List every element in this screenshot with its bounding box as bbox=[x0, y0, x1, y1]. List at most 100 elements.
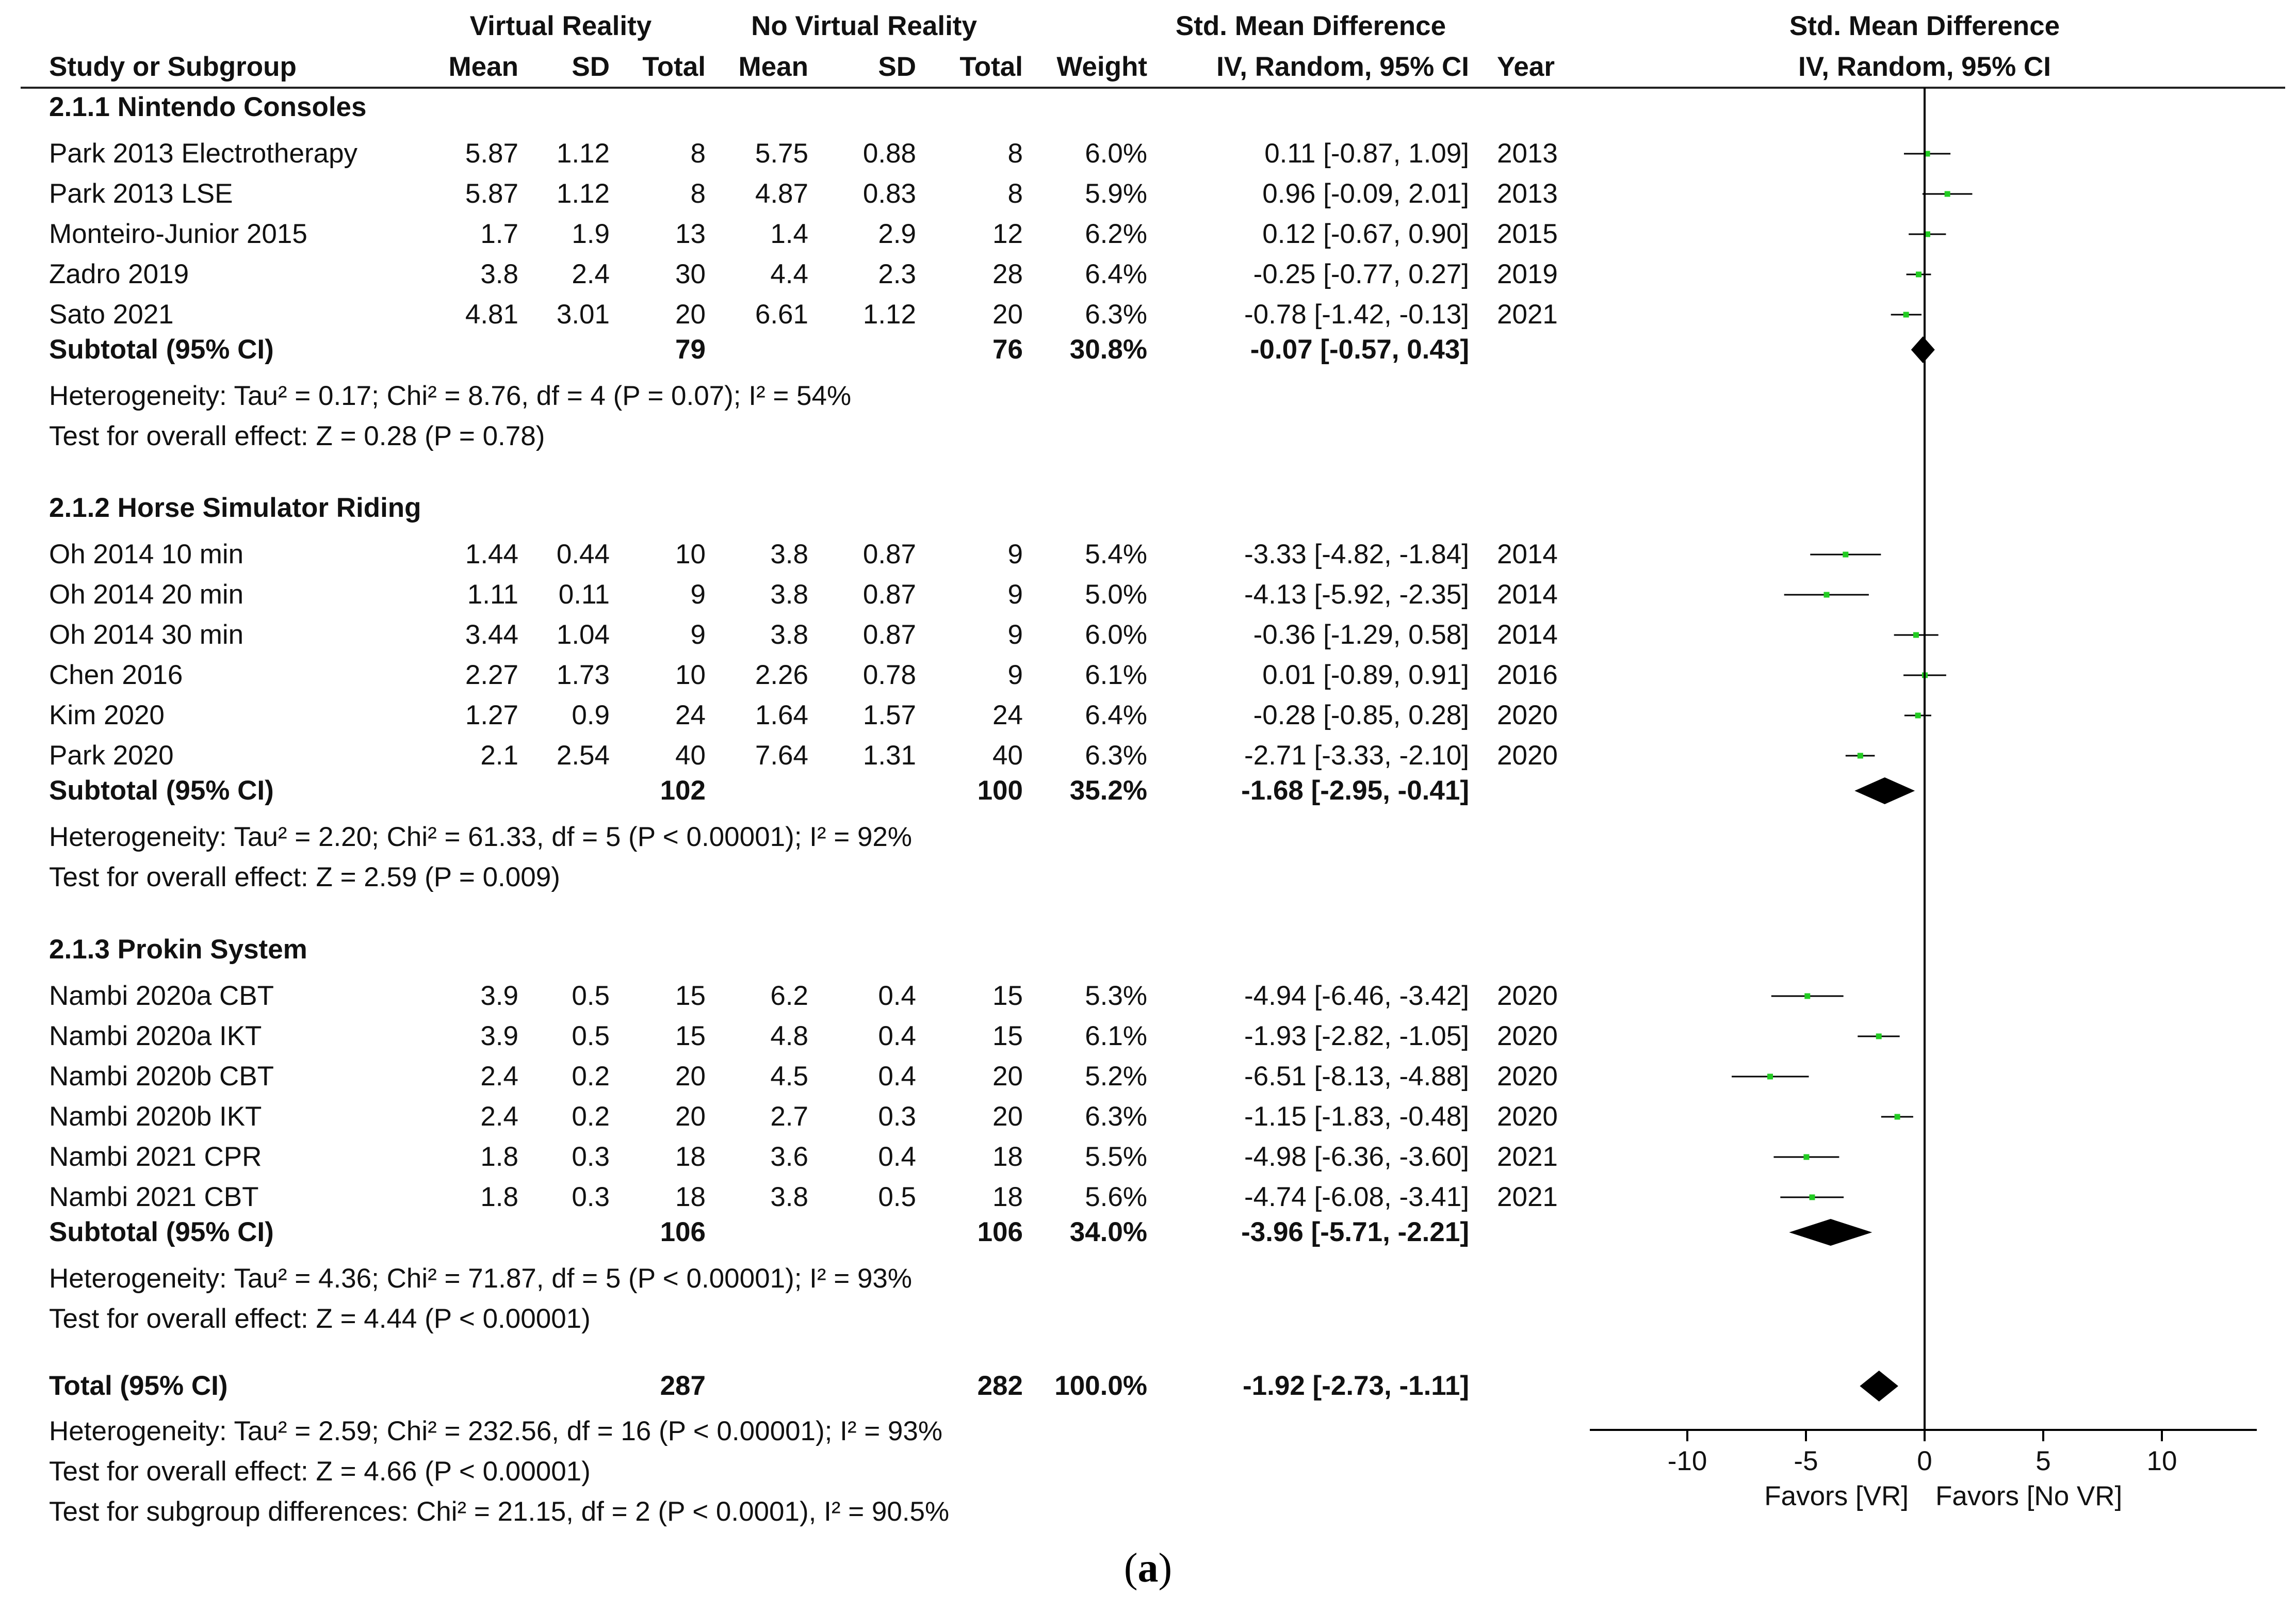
study-total-vr: 8 bbox=[691, 138, 706, 169]
study-mean-novr: 4.87 bbox=[755, 178, 808, 209]
study-year: 2021 bbox=[1497, 1182, 1558, 1212]
study-name: Sato 2021 bbox=[49, 299, 174, 330]
study-sd-vr: 0.44 bbox=[557, 539, 610, 569]
study-total-novr: 15 bbox=[992, 981, 1023, 1011]
header-plot-std-mean-difference: Std. Mean Difference bbox=[1789, 11, 2060, 41]
study-total-novr: 18 bbox=[992, 1142, 1023, 1172]
study-total-vr: 24 bbox=[675, 700, 706, 730]
study-weight: 6.2% bbox=[1085, 219, 1147, 249]
caption-letter: a bbox=[1137, 1545, 1159, 1591]
subtotal-ci: -1.68 [-2.95, -0.41] bbox=[1241, 775, 1469, 806]
point-estimate bbox=[1924, 151, 1930, 157]
subtotal-weight: 30.8% bbox=[1070, 334, 1147, 365]
subtotal-label: Subtotal (95% CI) bbox=[49, 1217, 274, 1247]
study-mean-novr: 6.61 bbox=[755, 299, 808, 330]
study-sd-novr: 1.12 bbox=[863, 299, 916, 330]
study-name: Nambi 2021 CBT bbox=[49, 1182, 259, 1212]
study-mean-vr: 5.87 bbox=[465, 138, 518, 169]
study-mean-novr: 3.8 bbox=[770, 579, 808, 610]
study-year: 2014 bbox=[1497, 539, 1558, 569]
study-total-vr: 18 bbox=[675, 1142, 706, 1172]
subtotal-weight: 34.0% bbox=[1070, 1217, 1147, 1247]
study-mean-vr: 1.8 bbox=[480, 1182, 518, 1212]
study-weight: 5.3% bbox=[1085, 981, 1147, 1011]
subtotal-total-novr: 100 bbox=[978, 775, 1023, 806]
study-weight: 6.1% bbox=[1085, 1021, 1147, 1051]
study-mean-vr: 2.27 bbox=[465, 660, 518, 690]
col-sd-novr: SD bbox=[878, 52, 916, 82]
subtotal-ci: -0.07 [-0.57, 0.43] bbox=[1250, 334, 1469, 365]
subgroup-heterogeneity: Heterogeneity: Tau² = 4.36; Chi² = 71.87… bbox=[49, 1263, 912, 1294]
study-sd-novr: 0.4 bbox=[878, 1061, 916, 1092]
study-name: Kim 2020 bbox=[49, 700, 165, 730]
study-name: Nambi 2021 CPR bbox=[49, 1142, 262, 1172]
study-ci: -0.36 [-1.29, 0.58] bbox=[1253, 620, 1469, 650]
point-estimate bbox=[1843, 551, 1849, 558]
study-sd-novr: 0.78 bbox=[863, 660, 916, 690]
subgroup-title: 2.1.3 Prokin System bbox=[49, 934, 307, 965]
x-tick-label: 10 bbox=[2147, 1446, 2177, 1476]
study-year: 2016 bbox=[1497, 660, 1558, 690]
study-total-vr: 8 bbox=[691, 178, 706, 209]
study-weight: 5.2% bbox=[1085, 1061, 1147, 1092]
study-mean-vr: 2.4 bbox=[480, 1101, 518, 1132]
point-estimate bbox=[1809, 1194, 1815, 1200]
study-total-novr: 20 bbox=[992, 299, 1023, 330]
study-year: 2021 bbox=[1497, 1142, 1558, 1172]
subtotal-total-vr: 79 bbox=[675, 334, 706, 365]
study-weight: 6.3% bbox=[1085, 299, 1147, 330]
study-year: 2013 bbox=[1497, 138, 1558, 169]
study-total-vr: 10 bbox=[675, 660, 706, 690]
study-mean-novr: 2.26 bbox=[755, 660, 808, 690]
study-total-novr: 12 bbox=[992, 219, 1023, 249]
study-ci: 0.96 [-0.09, 2.01] bbox=[1262, 178, 1469, 209]
study-sd-novr: 1.31 bbox=[863, 740, 916, 771]
study-mean-vr: 1.11 bbox=[467, 579, 518, 610]
study-weight: 6.4% bbox=[1085, 700, 1147, 730]
subgroup-heterogeneity: Heterogeneity: Tau² = 2.20; Chi² = 61.33… bbox=[49, 822, 912, 852]
point-estimate bbox=[1804, 993, 1811, 999]
study-weight: 6.0% bbox=[1085, 138, 1147, 169]
subtotal-label: Subtotal (95% CI) bbox=[49, 775, 274, 806]
study-total-vr: 13 bbox=[675, 219, 706, 249]
subtotal-diamond bbox=[1854, 777, 1915, 804]
study-mean-vr: 1.7 bbox=[480, 219, 518, 249]
study-mean-vr: 5.87 bbox=[465, 178, 518, 209]
header-std-mean-difference: Std. Mean Difference bbox=[1176, 11, 1446, 41]
study-name: Oh 2014 30 min bbox=[49, 620, 243, 650]
study-weight: 6.3% bbox=[1085, 740, 1147, 771]
study-name: Nambi 2020a IKT bbox=[49, 1021, 262, 1051]
point-estimate bbox=[1803, 1154, 1810, 1160]
study-mean-novr: 3.6 bbox=[770, 1142, 808, 1172]
forest-plot: Virtual Reality No Virtual Reality Std. Me… bbox=[21, 11, 2285, 1527]
study-ci: -4.13 [-5.92, -2.35] bbox=[1244, 579, 1469, 610]
x-tick-label: 0 bbox=[1917, 1446, 1932, 1476]
study-sd-vr: 0.11 bbox=[559, 579, 610, 610]
point-estimate bbox=[1925, 231, 1931, 237]
study-ci: -6.51 [-8.13, -4.88] bbox=[1244, 1061, 1469, 1092]
study-mean-novr: 4.8 bbox=[770, 1021, 808, 1051]
total-ci: -1.92 [-2.73, -1.11] bbox=[1243, 1371, 1469, 1401]
study-ci: -0.25 [-0.77, 0.27] bbox=[1253, 259, 1469, 289]
study-total-novr: 40 bbox=[992, 740, 1023, 771]
figure-caption: (a) bbox=[0, 1545, 2296, 1592]
study-ci: -4.94 [-6.46, -3.42] bbox=[1244, 981, 1469, 1011]
subtotal-ci: -3.96 [-5.71, -2.21] bbox=[1241, 1217, 1469, 1247]
study-name: Nambi 2020b IKT bbox=[49, 1101, 262, 1132]
subtotal-total-novr: 106 bbox=[978, 1217, 1023, 1247]
study-total-vr: 20 bbox=[675, 1101, 706, 1132]
header-no-virtual-reality: No Virtual Reality bbox=[751, 11, 977, 41]
study-weight: 6.0% bbox=[1085, 620, 1147, 650]
point-estimate bbox=[1916, 271, 1922, 278]
point-estimate bbox=[1767, 1073, 1773, 1080]
study-year: 2020 bbox=[1497, 700, 1558, 730]
study-name: Chen 2016 bbox=[49, 660, 183, 690]
total-total-novr: 282 bbox=[978, 1371, 1023, 1401]
study-sd-vr: 0.2 bbox=[572, 1101, 610, 1132]
study-sd-novr: 0.4 bbox=[878, 1021, 916, 1051]
study-mean-vr: 1.27 bbox=[465, 700, 518, 730]
study-sd-novr: 0.4 bbox=[878, 981, 916, 1011]
study-sd-vr: 1.73 bbox=[557, 660, 610, 690]
study-weight: 6.4% bbox=[1085, 259, 1147, 289]
